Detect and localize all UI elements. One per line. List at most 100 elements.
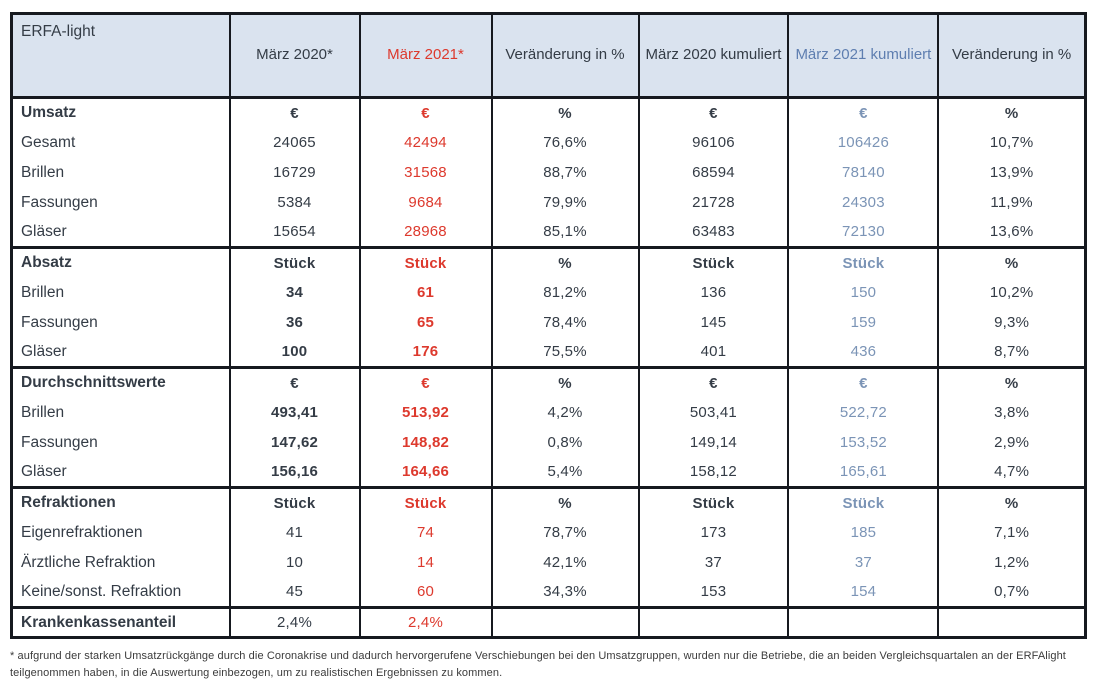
cell: % bbox=[490, 366, 640, 398]
cell bbox=[787, 606, 940, 638]
row-label: Gläser bbox=[10, 217, 231, 248]
cell: 150 bbox=[787, 277, 940, 308]
row-label: Refraktionen bbox=[10, 486, 231, 518]
cell: 2,4% bbox=[358, 606, 493, 638]
cell: 11,9% bbox=[937, 187, 1087, 218]
table-row: Brillen 34 61 81,2% 136 150 10,2% bbox=[10, 277, 1087, 308]
cell: 24303 bbox=[787, 187, 940, 218]
cell: € bbox=[228, 96, 361, 128]
header-row: ERFA-light März 2020* März 2021* Verände… bbox=[10, 13, 1087, 98]
cell: % bbox=[490, 246, 640, 278]
cell: 2,9% bbox=[937, 427, 1087, 458]
cell: 145 bbox=[637, 307, 790, 338]
row-label: Brillen bbox=[10, 277, 231, 308]
cell: 503,41 bbox=[637, 397, 790, 428]
cell: 24065 bbox=[228, 127, 361, 158]
cell: 148,82 bbox=[358, 427, 493, 458]
row-label: Ärztliche Refraktion bbox=[10, 547, 231, 578]
table-row: Keine/sonst. Refraktion 45 60 34,3% 153 154 0,… bbox=[10, 577, 1087, 608]
cell: 34 bbox=[228, 277, 361, 308]
cell: 176 bbox=[358, 337, 493, 368]
cell: € bbox=[637, 366, 790, 398]
cell: 41 bbox=[228, 517, 361, 548]
col-header-veraenderung-2: Veränderung in % bbox=[937, 13, 1087, 98]
table-row: Fassungen 36 65 78,4% 145 159 9,3% bbox=[10, 307, 1087, 338]
footnote: * aufgrund der starken Umsatzrückgänge d… bbox=[10, 650, 1066, 679]
cell: 78,4% bbox=[490, 307, 640, 338]
cell: 72130 bbox=[787, 217, 940, 248]
cell: 36 bbox=[228, 307, 361, 338]
table-row: Gesamt 24065 42494 76,6% 96106 106426 10,7% bbox=[10, 127, 1087, 158]
cell: 165,61 bbox=[787, 457, 940, 488]
table-row: Gläser 15654 28968 85,1% 63483 72130 13,6% bbox=[10, 217, 1087, 248]
cell: 436 bbox=[787, 337, 940, 368]
cell: Stück bbox=[358, 486, 493, 518]
cell: 13,6% bbox=[937, 217, 1087, 248]
cell: 79,9% bbox=[490, 187, 640, 218]
row-label: Fassungen bbox=[10, 187, 231, 218]
cell: % bbox=[490, 96, 640, 128]
cell: 61 bbox=[358, 277, 493, 308]
cell: € bbox=[787, 96, 940, 128]
cell: 522,72 bbox=[787, 397, 940, 428]
cell: 76,6% bbox=[490, 127, 640, 158]
section-header-row: Durchschnittswerte € €% € €% bbox=[10, 366, 1087, 398]
cell: 96106 bbox=[637, 127, 790, 158]
table-row: Brillen 16729 31568 88,7% 68594 78140 13,9% bbox=[10, 157, 1087, 188]
cell: 136 bbox=[637, 277, 790, 308]
section-header-row: Absatz Stück Stück% Stück Stück% bbox=[10, 246, 1087, 278]
cell: 513,92 bbox=[358, 397, 493, 428]
cell: 15654 bbox=[228, 217, 361, 248]
cell: 493,41 bbox=[228, 397, 361, 428]
row-label: Keine/sonst. Refraktion bbox=[10, 577, 231, 608]
cell: € bbox=[637, 96, 790, 128]
row-label: Gläser bbox=[10, 457, 231, 488]
cell: 156,16 bbox=[228, 457, 361, 488]
col-header-veraenderung-1: Veränderung in % bbox=[490, 13, 640, 98]
cell: 1,2% bbox=[937, 547, 1087, 578]
cell: 75,5% bbox=[490, 337, 640, 368]
cell: 158,12 bbox=[637, 457, 790, 488]
cell: 100 bbox=[228, 337, 361, 368]
cell: 68594 bbox=[637, 157, 790, 188]
table-header: ERFA-light März 2020* März 2021* Verände… bbox=[10, 13, 1087, 98]
cell: 81,2% bbox=[490, 277, 640, 308]
cell: 149,14 bbox=[637, 427, 790, 458]
cell: 88,7% bbox=[490, 157, 640, 188]
cell: 37 bbox=[637, 547, 790, 578]
cell: % bbox=[937, 486, 1087, 518]
cell: 0,7% bbox=[937, 577, 1087, 608]
cell: 7,1% bbox=[937, 517, 1087, 548]
cell: 2,4% bbox=[228, 606, 361, 638]
cell: 14 bbox=[358, 547, 493, 578]
cell: 65 bbox=[358, 307, 493, 338]
table-row: Brillen 493,41 513,92 4,2% 503,41 522,72 3,8% bbox=[10, 397, 1087, 428]
cell: 8,7% bbox=[937, 337, 1087, 368]
table-row: Eigenrefraktionen 41 74 78,7% 173 185 7,1% bbox=[10, 517, 1087, 548]
cell: 10 bbox=[228, 547, 361, 578]
col-header-maerz-2020-kumuliert: März 2020 kumuliert bbox=[637, 13, 790, 98]
cell: 60 bbox=[358, 577, 493, 608]
row-label: Brillen bbox=[10, 397, 231, 428]
cell: 34,3% bbox=[490, 577, 640, 608]
cell: 185 bbox=[787, 517, 940, 548]
row-label: Brillen bbox=[10, 157, 231, 188]
cell: 85,1% bbox=[490, 217, 640, 248]
row-label: Fassungen bbox=[10, 307, 231, 338]
cell: % bbox=[937, 366, 1087, 398]
cell: 42494 bbox=[358, 127, 493, 158]
table-body: Umsatz € €% € €% Gesamt 24065 42494 76,6% 96106 10… bbox=[10, 96, 1087, 638]
table-row: Ärztliche Refraktion 10 14 42,1% 37 37 1,2% bbox=[10, 547, 1087, 578]
cell: 10,7% bbox=[937, 127, 1087, 158]
cell bbox=[637, 606, 790, 638]
row-label: Gesamt bbox=[10, 127, 231, 158]
cell: 5,4% bbox=[490, 457, 640, 488]
col-header-maerz-2021: März 2021* bbox=[358, 13, 493, 98]
col-header-maerz-2020: März 2020* bbox=[228, 13, 361, 98]
cell: € bbox=[787, 366, 940, 398]
cell: 5384 bbox=[228, 187, 361, 218]
table-row: Gläser 100 176 75,5% 401 436 8,7% bbox=[10, 337, 1087, 368]
cell: 21728 bbox=[637, 187, 790, 218]
cell: Stück bbox=[228, 246, 361, 278]
cell: 28968 bbox=[358, 217, 493, 248]
